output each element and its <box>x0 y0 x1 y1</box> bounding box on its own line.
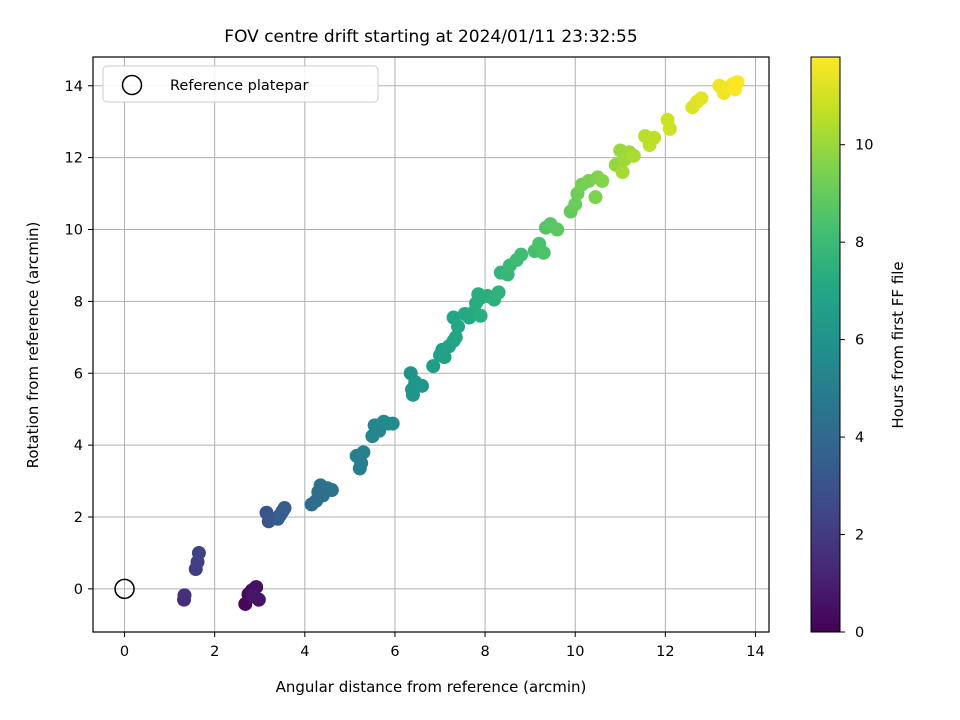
data-point <box>514 247 529 262</box>
data-point <box>356 445 371 460</box>
colorbar-gradient <box>810 56 841 633</box>
data-point <box>615 165 630 179</box>
data-point <box>177 588 192 603</box>
data-point <box>273 508 288 523</box>
y-tick-label: 0 <box>74 582 83 598</box>
x-tick-label: 10 <box>566 644 584 660</box>
data-point <box>588 190 603 205</box>
data-point <box>354 456 369 471</box>
legend-box <box>102 65 379 103</box>
data-point <box>730 75 745 90</box>
data-point <box>491 285 506 300</box>
reference-platepar-marker <box>114 578 135 600</box>
y-tick-label: 14 <box>65 79 83 95</box>
colorbar-tick-label: 0 <box>855 625 864 641</box>
y-tick-label: 6 <box>74 366 83 382</box>
colorbar-ticks: 0 2 4 6 8 10 <box>840 138 873 641</box>
data-point <box>694 91 709 106</box>
legend-marker <box>121 74 143 96</box>
x-tick-label: 2 <box>210 644 219 660</box>
data-points <box>177 75 745 611</box>
x-axis-ticks: 0 2 4 6 8 10 12 14 <box>120 632 765 660</box>
x-axis-label: Angular distance from reference (arcmin) <box>276 678 587 696</box>
y-axis-ticks: 0 2 4 6 8 10 12 14 <box>65 79 93 598</box>
x-tick-label: 0 <box>120 644 129 660</box>
data-point <box>451 319 466 334</box>
x-tick-label: 6 <box>390 644 399 660</box>
data-point <box>647 130 662 145</box>
legend: Reference platepar <box>102 65 379 103</box>
y-axis-label: Rotation from reference (arcmin) <box>24 222 42 469</box>
data-point <box>385 416 400 431</box>
y-tick-label: 2 <box>74 510 83 526</box>
data-point <box>550 222 565 237</box>
legend-label: Reference platepar <box>170 78 308 94</box>
y-tick-label: 4 <box>74 438 83 454</box>
y-tick-label: 10 <box>65 223 83 239</box>
plot-frame <box>92 56 770 633</box>
grid <box>93 57 769 632</box>
data-point <box>473 308 488 323</box>
colorbar: 0 2 4 6 8 10 Hours from first FF file <box>810 56 907 641</box>
x-tick-label: 14 <box>746 644 764 660</box>
chart-title: FOV centre drift starting at 2024/01/11 … <box>224 27 637 47</box>
colorbar-label: Hours from first FF file <box>889 261 907 428</box>
data-point <box>191 545 206 560</box>
colorbar-tick-label: 8 <box>855 235 864 251</box>
colorbar-tick-label: 10 <box>855 138 873 154</box>
data-point <box>536 245 551 260</box>
data-point <box>448 330 463 345</box>
colorbar-tick-label: 6 <box>855 333 864 349</box>
data-point <box>626 148 641 163</box>
y-tick-label: 8 <box>74 294 83 310</box>
data-point <box>595 173 610 188</box>
data-point <box>405 387 420 402</box>
data-point <box>662 121 677 136</box>
data-point <box>315 488 330 503</box>
x-tick-label: 4 <box>300 644 309 660</box>
data-point <box>426 359 441 374</box>
x-tick-label: 12 <box>656 644 674 660</box>
data-point <box>568 197 583 212</box>
colorbar-tick-label: 4 <box>855 430 864 446</box>
y-tick-label: 12 <box>65 151 83 167</box>
data-point <box>245 589 260 604</box>
data-point <box>414 378 429 393</box>
colorbar-tick-label: 2 <box>855 528 864 544</box>
data-point <box>437 350 452 365</box>
x-tick-label: 8 <box>480 644 489 660</box>
